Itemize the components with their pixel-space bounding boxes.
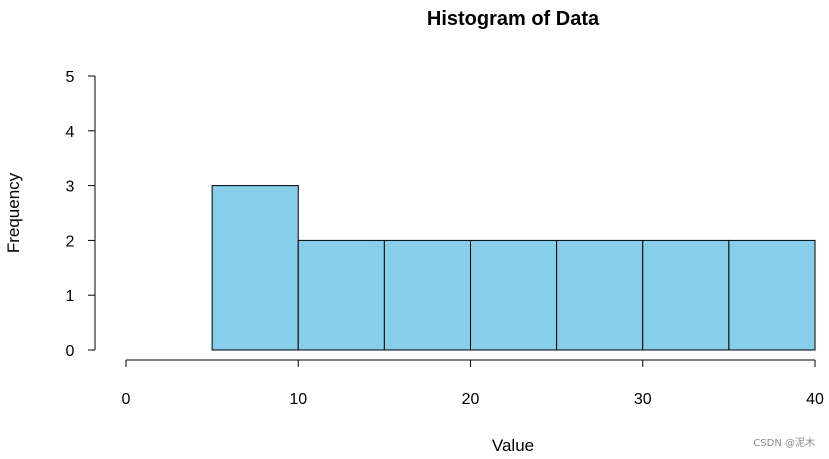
x-tick-label: 30 <box>634 391 652 408</box>
histogram-bar-1 <box>297 239 385 351</box>
histogram-bar-3 <box>470 239 558 351</box>
y-tick-label: 1 <box>66 288 75 305</box>
x-axis-label: Value <box>492 436 534 455</box>
y-tick-label: 4 <box>66 124 75 141</box>
x-tick-label: 40 <box>806 391 824 408</box>
histogram-bar-4 <box>556 239 644 351</box>
histogram-bar-5 <box>642 239 730 351</box>
watermark-text: CSDN @泥木 <box>753 436 815 449</box>
y-tick-label: 0 <box>66 343 75 360</box>
histogram-bar-0 <box>211 185 299 351</box>
y-axis: 0 1 2 3 4 5 <box>66 69 96 360</box>
y-tick-label: 5 <box>66 69 75 86</box>
histogram-bar-2 <box>383 239 471 351</box>
y-tick-label: 2 <box>66 233 75 250</box>
x-tick-label: 20 <box>462 391 480 408</box>
x-tick-label: 0 <box>122 391 131 408</box>
y-tick-label: 3 <box>66 179 75 196</box>
bars-group <box>211 185 816 351</box>
x-tick-label: 10 <box>289 391 307 408</box>
chart-title: Histogram of Data <box>427 8 600 30</box>
x-axis: 0 10 20 30 40 <box>122 359 824 408</box>
y-axis-label: Frequency <box>4 172 23 253</box>
histogram-bar-6 <box>728 239 816 351</box>
